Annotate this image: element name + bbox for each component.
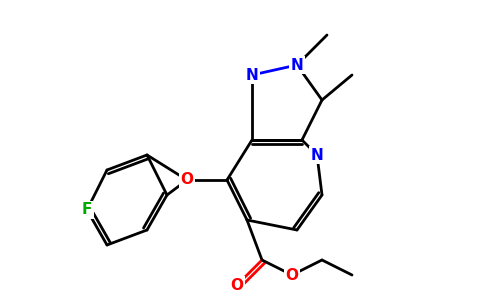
Text: F: F <box>82 202 92 217</box>
Text: N: N <box>290 58 303 73</box>
Text: N: N <box>311 148 323 163</box>
Text: N: N <box>245 68 258 82</box>
Text: O: O <box>286 268 299 283</box>
Text: O: O <box>230 278 243 292</box>
Text: O: O <box>181 172 194 188</box>
